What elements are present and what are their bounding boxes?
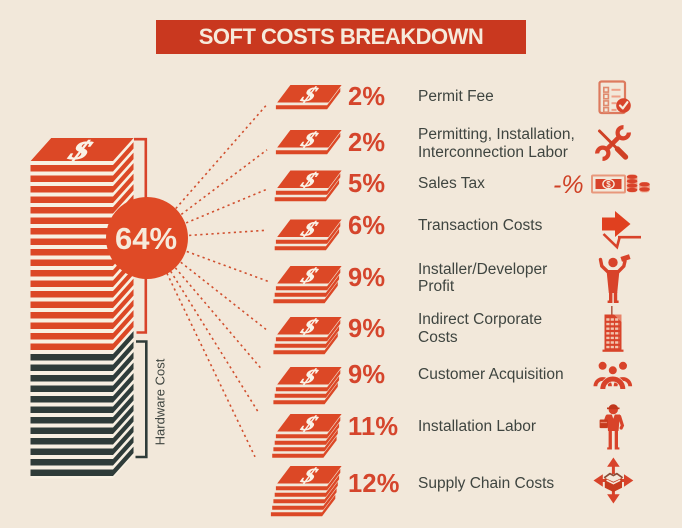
svg-text:Hardware Cost: Hardware Cost [153, 358, 168, 445]
svg-text:-%: -% [553, 171, 584, 199]
svg-text:64%: 64% [115, 221, 177, 256]
svg-text:$: $ [606, 180, 611, 189]
